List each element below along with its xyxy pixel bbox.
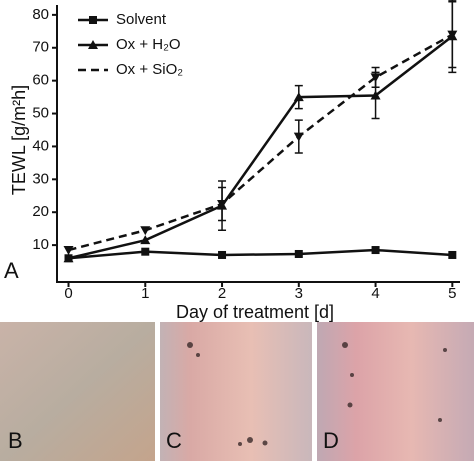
marker <box>294 249 303 258</box>
marker <box>63 253 74 263</box>
panel-label: B <box>8 428 23 453</box>
marker <box>293 92 304 102</box>
marker <box>293 132 304 142</box>
marker <box>88 40 98 49</box>
lesion-marks <box>187 342 447 446</box>
photo-b <box>0 322 155 461</box>
marker <box>217 199 228 209</box>
x-tick-label: 4 <box>371 285 379 302</box>
series-line <box>68 33 453 252</box>
marker <box>89 16 97 24</box>
x-axis-title: Day of treatment [d] <box>176 302 334 322</box>
marker <box>447 30 458 40</box>
panel-label: C <box>166 428 182 453</box>
y-tick-label: 20 <box>32 203 49 220</box>
marker <box>141 247 150 256</box>
series-line <box>68 248 453 260</box>
legend-label: Ox + H₂O <box>116 36 181 53</box>
y-axis-title: TEWL [g/m²h] <box>9 85 29 195</box>
y-tick-label: 40 <box>32 137 49 154</box>
y-tick-label: 80 <box>32 6 49 23</box>
x-tick-label: 2 <box>218 285 226 302</box>
photo-c <box>160 322 312 461</box>
legend-label: Solvent <box>116 11 167 28</box>
y-tick-label: 60 <box>32 72 49 89</box>
marker <box>370 90 381 100</box>
legend-label: Ox + SiO₂ <box>116 61 183 78</box>
x-tick-label: 5 <box>448 285 456 302</box>
marker <box>371 246 380 255</box>
y-tick-label: 50 <box>32 105 49 122</box>
x-tick-label: 0 <box>64 285 72 302</box>
y-tick-label: 30 <box>32 170 49 187</box>
y-tick-label: 10 <box>32 236 49 253</box>
marker <box>140 235 151 245</box>
marker <box>218 250 227 259</box>
series-line <box>68 35 454 260</box>
marker <box>140 226 151 236</box>
photo-d <box>317 322 474 461</box>
x-tick-label: 1 <box>141 285 149 302</box>
marker <box>370 73 381 83</box>
y-tick-label: 70 <box>32 39 49 56</box>
marker <box>448 250 457 259</box>
panel-label: D <box>323 428 339 453</box>
panel-label: A <box>4 258 19 283</box>
marker <box>63 246 74 256</box>
x-tick-label: 3 <box>295 285 303 302</box>
